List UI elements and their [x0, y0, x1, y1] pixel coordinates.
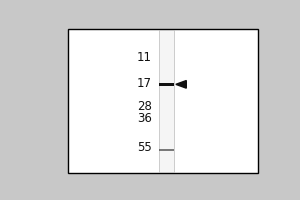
- Text: 36: 36: [137, 112, 152, 125]
- Text: 55: 55: [137, 141, 152, 154]
- Text: 17: 17: [136, 77, 152, 90]
- Bar: [159, 83, 175, 86]
- Bar: [159, 30, 175, 172]
- Polygon shape: [176, 81, 186, 88]
- Text: 11: 11: [136, 51, 152, 64]
- Bar: [68, 29, 258, 173]
- Bar: [159, 149, 175, 151]
- Text: 28: 28: [137, 100, 152, 113]
